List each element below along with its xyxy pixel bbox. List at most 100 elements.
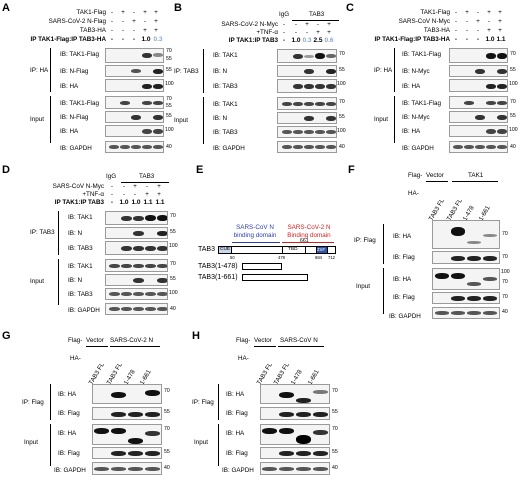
- ratio-value: -: [110, 199, 114, 206]
- mw-marker: 100: [169, 290, 178, 296]
- lane-symbol: -: [145, 183, 149, 190]
- mw-marker: 100: [337, 81, 346, 87]
- blot-strip: [260, 384, 330, 404]
- input-label: Input: [194, 439, 209, 446]
- condition-label: SARS-CoV N-Myc: [52, 183, 104, 190]
- mw-marker: 70: [166, 96, 172, 102]
- ratio-value: 1.0: [141, 36, 151, 43]
- position-label: 684: [315, 255, 322, 260]
- mw-marker: 55: [339, 67, 345, 73]
- blot-strip: [105, 111, 164, 123]
- ratio-value: 1.1: [496, 36, 506, 43]
- mw-marker: 70: [332, 426, 338, 432]
- blot-strip: [449, 79, 508, 92]
- lane-symbol: +: [327, 29, 331, 36]
- mw-marker: 70: [510, 99, 516, 105]
- lane-symbol: +: [157, 191, 161, 198]
- lane-symbol: -: [294, 21, 298, 28]
- blot-strip: [92, 424, 162, 445]
- ip-label: IP: HA: [30, 67, 49, 74]
- panel-label: H: [192, 330, 200, 342]
- ratio-value: 1.1: [155, 199, 165, 206]
- lane-symbol: +: [154, 27, 158, 34]
- ip-bracket: [203, 49, 204, 93]
- lane-symbol: +: [145, 191, 149, 198]
- blot-label: IB: TAK1: [68, 263, 93, 270]
- blot-strip: [105, 141, 164, 153]
- lane-symbol: -: [305, 29, 309, 36]
- position-label: 661: [300, 238, 309, 244]
- blot-strip: [277, 112, 337, 124]
- blot-strip: [105, 96, 164, 109]
- tab3-header: TAB3: [309, 11, 325, 18]
- ip-label: IP: Flag: [192, 399, 214, 406]
- blot-label: IB: N-Myc: [402, 114, 430, 121]
- blot-strip: [260, 407, 330, 420]
- mw-marker: 100: [501, 269, 510, 275]
- ratio-label: IP TAK1-Flag:IP TAB3-HA: [374, 36, 450, 43]
- ratio-value: 0.3: [153, 36, 163, 43]
- mw-marker: 70: [332, 388, 338, 394]
- lane-symbol: +: [154, 9, 158, 16]
- virus-header: SARS-CoV N: [280, 337, 318, 344]
- blot-label: IB: TAK1: [68, 214, 93, 221]
- virus-underline: [278, 346, 324, 347]
- vector-header: Vector: [86, 337, 104, 344]
- input-bracket: [218, 424, 219, 466]
- blot-strip: [432, 268, 500, 290]
- blot-strip: [92, 447, 162, 459]
- lane-label: TAB3 FL: [427, 197, 446, 223]
- virus-underline: [110, 346, 160, 347]
- blot-label: IB: TAK1-Flag: [60, 51, 99, 58]
- ip-bracket: [50, 48, 51, 92]
- condition-label: SARS-CoV-2 N-Flag: [48, 18, 106, 25]
- ratio-label: IP TAK1-Flag:IP TAB3-HA: [30, 36, 106, 43]
- ip-label: IP: Flag: [22, 399, 44, 406]
- vector-underline: [426, 181, 448, 182]
- input-label: Input: [30, 278, 45, 285]
- lane-label: TAB3 FL: [87, 361, 106, 387]
- position-label: 478: [278, 255, 285, 260]
- mw-marker: 70: [339, 51, 345, 57]
- blot-label: IB: Flag: [58, 410, 80, 417]
- mw-marker: 40: [170, 306, 176, 312]
- condition-label: +TNF-α: [256, 29, 278, 36]
- lane-symbol: -: [122, 183, 126, 190]
- ha-label: HA-: [238, 355, 249, 362]
- blot-label: IB: Flag: [226, 410, 248, 417]
- mw-marker: 70: [170, 213, 176, 219]
- lane-symbol: -: [121, 18, 125, 25]
- lane-symbol: +: [316, 29, 320, 36]
- mw-marker: 70: [502, 279, 508, 285]
- mw-marker: 100: [337, 128, 346, 134]
- mw-marker: 55: [164, 449, 170, 455]
- lane-symbol: +: [487, 9, 491, 16]
- mw-marker: 40: [339, 144, 345, 150]
- construct-label: TAB3: [198, 246, 215, 253]
- condition-label: SARS-CoV N-Myc: [398, 18, 450, 25]
- ip-label: IP: HA: [374, 67, 393, 74]
- lane-symbol: -: [132, 9, 136, 16]
- mw-marker: 55: [166, 67, 172, 73]
- lane-symbol: -: [133, 191, 137, 198]
- lane-symbol: -: [110, 18, 114, 25]
- mw-marker: 70: [170, 261, 176, 267]
- blot-label: IB: GAPDH: [60, 145, 92, 152]
- lane-symbol: -: [143, 18, 147, 25]
- mw-marker: 55: [510, 67, 516, 73]
- lane-symbol: -: [465, 18, 469, 25]
- domain-label-znf: ZnF: [317, 247, 326, 252]
- blot-strip: [449, 111, 508, 123]
- lane-label: TAB3 FL: [272, 361, 291, 387]
- blot-strip: [105, 65, 164, 77]
- panel-b: B IgG TAB3 SARS-CoV-2 N-Myc +TNF-α IP TA…: [172, 0, 346, 160]
- blot-label: IB: HA: [60, 128, 79, 135]
- blot-label: IB: TAK1-Flag: [402, 100, 441, 107]
- cov-domain-label: SARS-CoV N binding domain: [233, 224, 277, 239]
- blot-label: IB: Flag: [393, 294, 415, 301]
- blot-strip: [277, 126, 337, 138]
- mw-marker: 100: [169, 243, 178, 249]
- mw-marker: 70: [510, 51, 516, 57]
- lane-symbol: +: [305, 21, 309, 28]
- blot-label: IB: N: [68, 277, 82, 284]
